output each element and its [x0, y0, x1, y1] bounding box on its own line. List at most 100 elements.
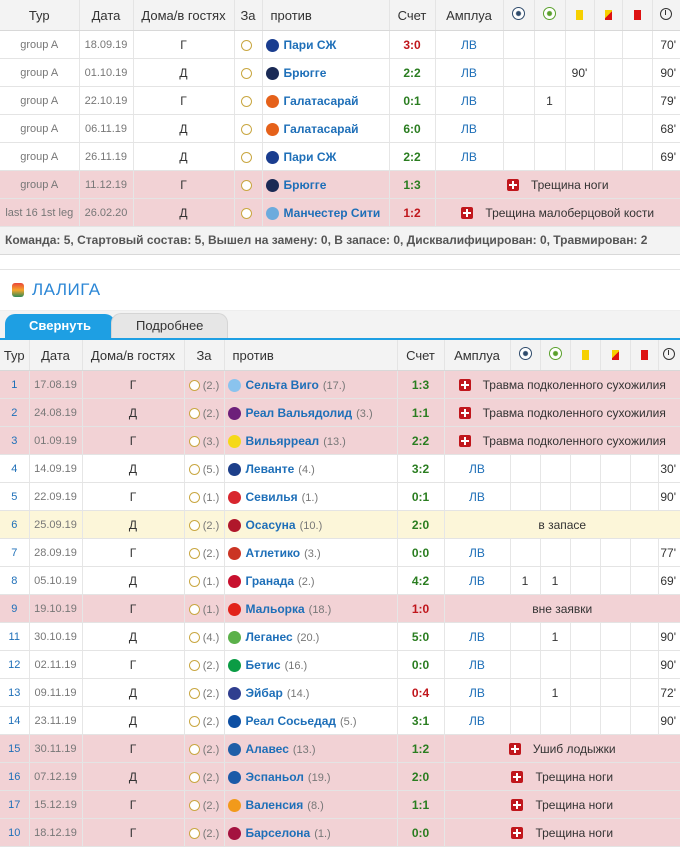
score-cell[interactable]: 5:0: [397, 622, 445, 651]
opponent-name[interactable]: Брюгге: [283, 177, 327, 192]
opponent-cell[interactable]: Эйбар (14.): [224, 678, 398, 707]
score-cell[interactable]: 0:1: [397, 482, 445, 511]
league-title[interactable]: ЛАЛИГА: [32, 280, 101, 299]
opponent-cell[interactable]: Реал Вальядолид (3.): [224, 398, 398, 427]
col-home-away[interactable]: Дома/в гостях: [133, 0, 235, 31]
col-role[interactable]: Амплуа: [435, 0, 504, 31]
col-round[interactable]: Тур: [0, 340, 30, 371]
col-date[interactable]: Дата: [29, 340, 83, 371]
col-round[interactable]: Тур: [0, 0, 80, 31]
opponent-name[interactable]: Галатасарай: [283, 121, 359, 136]
score-cell[interactable]: 1:3: [397, 370, 445, 399]
table-row[interactable]: group A 11.12.19 Г Брюгге 1:3 Трещина ноги: [0, 170, 680, 199]
opponent-name[interactable]: Манчестер Сити: [283, 205, 381, 220]
opponent-name[interactable]: Сельта Виго: [245, 377, 319, 392]
opponent-cell[interactable]: Эспаньол (19.): [224, 762, 398, 791]
opponent-cell[interactable]: Гранада (2.): [224, 566, 398, 595]
table-row[interactable]: group A 01.10.19 Д Брюгге 2:2 ЛВ 90' 90': [0, 58, 680, 87]
opponent-name[interactable]: Бетис: [245, 657, 281, 672]
opponent-name[interactable]: Валенсия: [245, 797, 304, 812]
table-row[interactable]: group A 26.11.19 Д Пари СЖ 2:2 ЛВ 69': [0, 142, 680, 171]
table-row[interactable]: 9 19.10.19 Г (1.) Мальорка (18.) 1:0 вне заявки: [0, 594, 680, 623]
opponent-cell[interactable]: Атлетико (3.): [224, 538, 398, 567]
table-row[interactable]: 6 25.09.19 Д (2.) Осасуна (10.) 2:0 в запасе: [0, 510, 680, 539]
col-home-away[interactable]: Дома/в гостях: [82, 340, 185, 371]
opponent-cell[interactable]: Вильярреал (13.): [224, 426, 398, 455]
col-role[interactable]: Амплуа: [444, 340, 511, 371]
opponent-name[interactable]: Мальорка: [245, 601, 305, 616]
opponent-cell[interactable]: Брюгге: [262, 58, 390, 87]
table-row[interactable]: last 16 1st leg 26.02.20 Д Манчестер Сити 1:…: [0, 198, 680, 227]
opponent-name[interactable]: Леганес: [245, 629, 293, 644]
score-cell[interactable]: 0:0: [397, 538, 445, 567]
opponent-name[interactable]: Реал Сосьедад: [245, 713, 336, 728]
opponent-cell[interactable]: Пари СЖ: [262, 142, 390, 171]
table-row[interactable]: 13 09.11.19 Д (2.) Эйбар (14.) 0:4 ЛВ 1 72': [0, 678, 680, 707]
opponent-cell[interactable]: Галатасарай: [262, 86, 390, 115]
opponent-name[interactable]: Вильярреал: [245, 433, 320, 448]
opponent-name[interactable]: Пари СЖ: [283, 37, 337, 52]
score-cell[interactable]: 2:2: [397, 426, 445, 455]
score-cell[interactable]: 0:0: [397, 650, 445, 679]
opponent-cell[interactable]: Севилья (1.): [224, 482, 398, 511]
opponent-name[interactable]: Алавес: [245, 741, 289, 756]
table-row[interactable]: 4 14.09.19 Д (5.) Леванте (4.) 3:2 ЛВ 30': [0, 454, 680, 483]
opponent-name[interactable]: Осасуна: [245, 517, 296, 532]
opponent-name[interactable]: Брюгге: [283, 65, 327, 80]
opponent-cell[interactable]: Мальорка (18.): [224, 594, 398, 623]
tab-collapse[interactable]: Свернуть: [5, 314, 115, 338]
score-cell[interactable]: 4:2: [397, 566, 445, 595]
opponent-cell[interactable]: Бетис (16.): [224, 650, 398, 679]
opponent-cell[interactable]: Леганес (20.): [224, 622, 398, 651]
opponent-name[interactable]: Барселона: [245, 825, 311, 840]
score-cell[interactable]: 2:2: [389, 58, 436, 87]
table-row[interactable]: 1 17.08.19 Г (2.) Сельта Виго (17.) 1:3 Травма …: [0, 370, 680, 399]
opponent-cell[interactable]: Брюгге: [262, 170, 390, 199]
score-cell[interactable]: 2:0: [397, 510, 445, 539]
score-cell[interactable]: 2:0: [397, 762, 445, 791]
opponent-name[interactable]: Галатасарай: [283, 93, 359, 108]
opponent-cell[interactable]: Леванте (4.): [224, 454, 398, 483]
opponent-cell[interactable]: Осасуна (10.): [224, 510, 398, 539]
score-cell[interactable]: 1:2: [389, 198, 436, 227]
opponent-name[interactable]: Эспаньол: [245, 769, 304, 784]
col-score[interactable]: Счет: [397, 340, 445, 371]
score-cell[interactable]: 1:1: [397, 398, 445, 427]
opponent-name[interactable]: Гранада: [245, 573, 295, 588]
opponent-name[interactable]: Атлетико: [245, 545, 301, 560]
opponent-cell[interactable]: Манчестер Сити: [262, 198, 390, 227]
opponent-name[interactable]: Реал Вальядолид: [245, 405, 353, 420]
score-cell[interactable]: 0:0: [397, 818, 445, 847]
table-row[interactable]: 16 07.12.19 Д (2.) Эспаньол (19.) 2:0 Трещина н…: [0, 762, 680, 791]
score-cell[interactable]: 1:1: [397, 790, 445, 819]
opponent-cell[interactable]: Галатасарай: [262, 114, 390, 143]
score-cell[interactable]: 3:0: [389, 30, 436, 59]
opponent-name[interactable]: Эйбар: [245, 685, 283, 700]
score-cell[interactable]: 1:0: [397, 594, 445, 623]
table-row[interactable]: 8 05.10.19 Д (1.) Гранада (2.) 4:2 ЛВ 1 1 69': [0, 566, 680, 595]
col-vs[interactable]: против: [262, 0, 390, 31]
score-cell[interactable]: 3:1: [397, 706, 445, 735]
opponent-name[interactable]: Севилья: [245, 489, 298, 504]
table-row[interactable]: 5 22.09.19 Г (1.) Севилья (1.) 0:1 ЛВ 90': [0, 482, 680, 511]
table-row[interactable]: 15 30.11.19 Г (2.) Алавес (13.) 1:2 Ушиб лодыжк…: [0, 734, 680, 763]
col-date[interactable]: Дата: [79, 0, 134, 31]
score-cell[interactable]: 1:2: [397, 734, 445, 763]
col-for[interactable]: За: [184, 340, 225, 371]
opponent-cell[interactable]: Сельта Виго (17.): [224, 370, 398, 399]
opponent-cell[interactable]: Алавес (13.): [224, 734, 398, 763]
col-vs[interactable]: против: [224, 340, 398, 371]
opponent-cell[interactable]: Валенсия (8.): [224, 790, 398, 819]
table-row[interactable]: 12 02.11.19 Г (2.) Бетис (16.) 0:0 ЛВ 90': [0, 650, 680, 679]
table-row[interactable]: 10 18.12.19 Г (2.) Барселона (1.) 0:0 Трещина н…: [0, 818, 680, 847]
table-row[interactable]: 3 01.09.19 Г (3.) Вильярреал (13.) 2:2 Травма п…: [0, 426, 680, 455]
score-cell[interactable]: 0:1: [389, 86, 436, 115]
table-row[interactable]: 7 28.09.19 Г (2.) Атлетико (3.) 0:0 ЛВ 77': [0, 538, 680, 567]
score-cell[interactable]: 3:2: [397, 454, 445, 483]
score-cell[interactable]: 6:0: [389, 114, 436, 143]
score-cell[interactable]: 0:4: [397, 678, 445, 707]
table-row[interactable]: 14 23.11.19 Д (2.) Реал Сосьедад (5.) 3:1 ЛВ 90': [0, 706, 680, 735]
opponent-cell[interactable]: Барселона (1.): [224, 818, 398, 847]
tab-detail[interactable]: Подробнее: [110, 313, 229, 338]
opponent-name[interactable]: Пари СЖ: [283, 149, 337, 164]
